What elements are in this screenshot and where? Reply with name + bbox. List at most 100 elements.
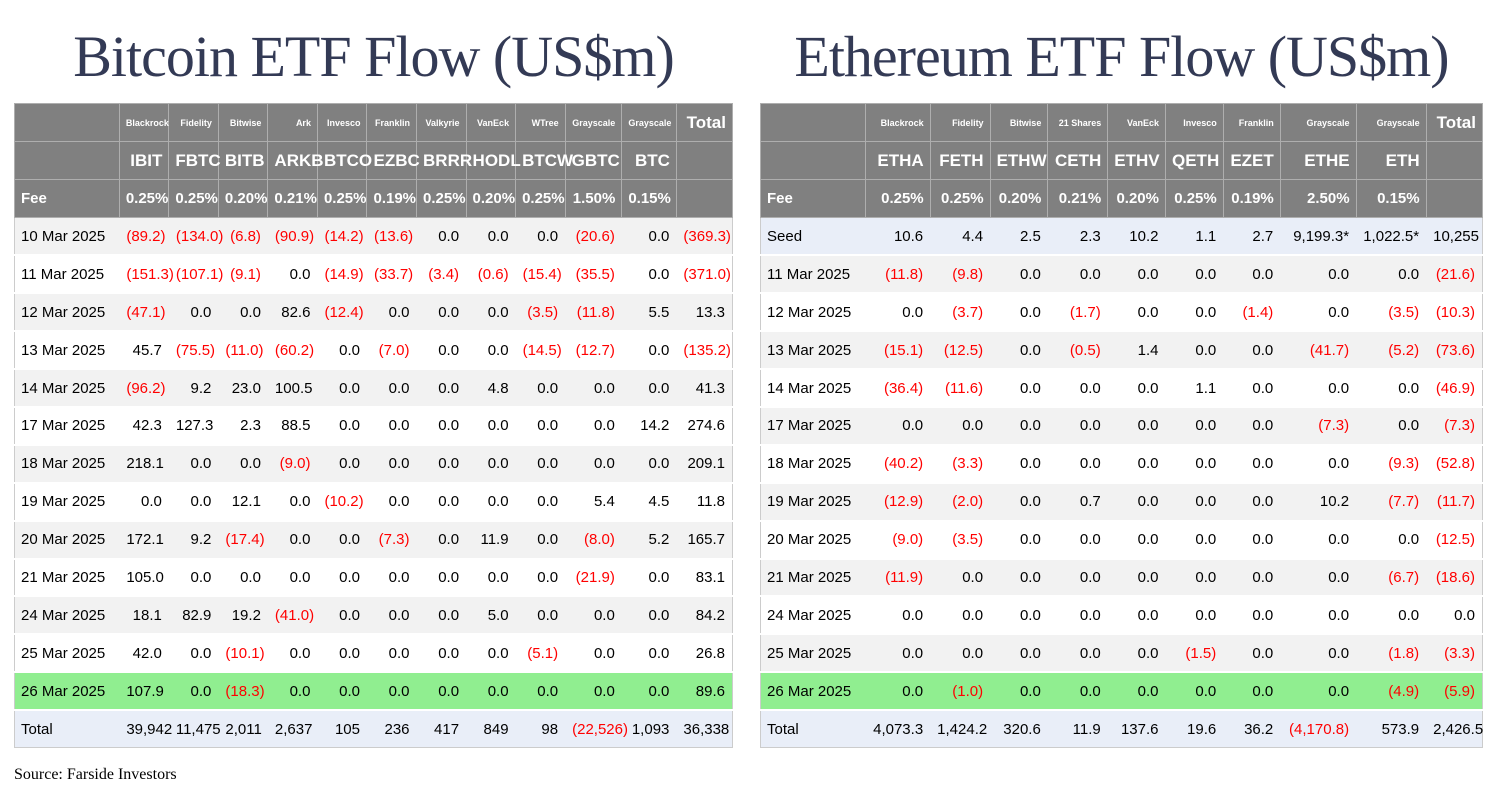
total-value-cell: 89.6 — [676, 672, 734, 712]
value-cell: 0.0 — [466, 217, 516, 257]
value-cell: (3.4) — [416, 255, 467, 295]
value-cell: 0.0 — [366, 482, 417, 522]
value-cell: (7.7) — [1356, 482, 1427, 522]
row-label-cell: 18 Mar 2025 — [760, 444, 866, 484]
value-cell: 0.0 — [466, 482, 516, 522]
value-cell: (9.1) — [218, 255, 268, 295]
value-cell: 0.0 — [515, 672, 566, 712]
issuer-header: Invesco — [316, 103, 368, 142]
issuer-header: Valkyrie — [416, 103, 467, 142]
total-value-cell: (73.6) — [1426, 331, 1484, 371]
value-cell: 0.0 — [990, 520, 1048, 560]
value-cell: 0.0 — [865, 596, 931, 636]
value-cell: 1,093 — [621, 710, 677, 749]
total-value-cell: 84.2 — [676, 596, 734, 636]
row-label-cell: 18 Mar 2025 — [14, 444, 120, 484]
row-label-cell: 25 Mar 2025 — [14, 634, 120, 674]
value-cell: 0.0 — [1356, 369, 1427, 408]
value-cell: (75.5) — [168, 331, 219, 371]
value-cell: 0.0 — [515, 596, 566, 636]
issuer-header: Blackrock — [118, 103, 170, 142]
value-cell: 0.0 — [466, 634, 516, 674]
fee-value: 0.25% — [118, 179, 170, 218]
value-cell: 0.0 — [366, 558, 417, 598]
table-row: 18 Mar 2025 218.1 0.0 0.0 (9.0) 0.0 0.0 0.0 0.0 0… — [14, 444, 734, 484]
row-label-cell: 14 Mar 2025 — [760, 369, 866, 408]
value-cell: 0.0 — [466, 406, 516, 446]
total-value-cell: 13.3 — [676, 293, 734, 333]
value-cell: (17.4) — [218, 520, 268, 560]
value-cell: 5.0 — [466, 596, 516, 636]
value-cell: (7.3) — [1280, 406, 1357, 446]
value-cell: 172.1 — [119, 520, 169, 560]
value-cell: (41.0) — [267, 596, 318, 636]
total-value-cell: (21.6) — [1426, 255, 1484, 295]
value-cell: 2,011 — [218, 710, 268, 749]
fee-value: 0.15% — [621, 179, 677, 218]
value-cell: 0.0 — [366, 444, 417, 484]
value-cell: 0.0 — [416, 369, 467, 408]
value-cell: 0.0 — [168, 672, 219, 712]
total-value-cell: 10,255 — [1426, 217, 1484, 257]
value-cell: 0.0 — [1107, 634, 1166, 674]
value-cell: 5.4 — [565, 482, 622, 522]
value-cell: (13.6) — [366, 217, 417, 257]
value-cell: 0.0 — [515, 444, 566, 484]
value-cell: 0.0 — [317, 444, 367, 484]
value-cell: 0.0 — [621, 558, 677, 598]
fee-value: 0.20% — [465, 179, 517, 218]
row-label-cell: 17 Mar 2025 — [760, 406, 866, 446]
value-cell: 0.0 — [168, 634, 219, 674]
total-value-cell: 41.3 — [676, 369, 734, 408]
ticker-header: QETH — [1165, 141, 1224, 180]
value-cell: (5.1) — [515, 634, 566, 674]
value-cell: 0.0 — [1280, 558, 1357, 598]
ticker-header: ARKB — [267, 141, 324, 180]
issuer-header: VanEck — [465, 103, 517, 142]
value-cell: 0.0 — [466, 293, 516, 333]
row-label-cell: 12 Mar 2025 — [14, 293, 120, 333]
value-cell: 0.0 — [416, 217, 467, 257]
value-cell: 0.0 — [1107, 558, 1166, 598]
value-cell: 0.0 — [1223, 596, 1281, 636]
value-cell: (11.0) — [218, 331, 268, 371]
value-cell: 0.0 — [366, 596, 417, 636]
value-cell: 0.0 — [621, 444, 677, 484]
value-cell: 0.0 — [990, 293, 1048, 333]
ticker-header: FETH — [929, 141, 991, 180]
value-cell: 5.5 — [621, 293, 677, 333]
table-row: Total 39,942 11,475 2,011 2,637 105 236 417 849 9… — [14, 710, 734, 749]
value-cell: 0.0 — [930, 406, 991, 446]
value-cell: 23.0 — [218, 369, 268, 408]
issuer-header: Fidelity — [168, 103, 219, 142]
value-cell: 0.0 — [1047, 558, 1108, 598]
value-cell: 0.0 — [565, 596, 622, 636]
value-cell: 0.0 — [416, 406, 467, 446]
value-cell: 127.3 — [168, 406, 219, 446]
value-cell: 19.6 — [1165, 710, 1224, 749]
value-cell: 42.0 — [119, 634, 169, 674]
total-value-cell: (5.9) — [1426, 672, 1484, 712]
value-cell: (3.7) — [930, 293, 991, 333]
value-cell: 0.0 — [1107, 255, 1166, 295]
row-label-cell: 24 Mar 2025 — [14, 596, 120, 636]
value-cell: 0.0 — [366, 369, 417, 408]
fee-value: 0.20% — [989, 179, 1049, 218]
total-value-cell: (12.5) — [1426, 520, 1484, 560]
issuer-header: Franklin — [366, 103, 418, 142]
fee-value: 0.20% — [1107, 179, 1166, 218]
table-row: 24 Mar 2025 18.1 82.9 19.2 (41.0) 0.0 0.0 0.0 5.… — [14, 596, 734, 636]
ethereum-etf-table: Blackrock Fidelity Bitwise 21 Shares VanEck I… — [760, 103, 1484, 749]
value-cell: 0.0 — [416, 293, 467, 333]
table-row: 19 Mar 2025 (12.9) (2.0) 0.0 0.7 0.0 0.0 0.0 10.… — [760, 482, 1484, 522]
row-label-cell: 10 Mar 2025 — [14, 217, 120, 257]
total-header: Total — [675, 103, 734, 142]
value-cell: 0.0 — [168, 558, 219, 598]
value-cell: 0.0 — [990, 558, 1048, 598]
total-value-cell: (18.6) — [1426, 558, 1484, 598]
value-cell: (12.7) — [565, 331, 622, 371]
value-cell: 0.0 — [990, 331, 1048, 371]
value-cell: 0.0 — [1223, 255, 1281, 295]
ethereum-etf-table-container: Blackrock Fidelity Bitwise 21 Shares VanEck I… — [760, 103, 1484, 749]
